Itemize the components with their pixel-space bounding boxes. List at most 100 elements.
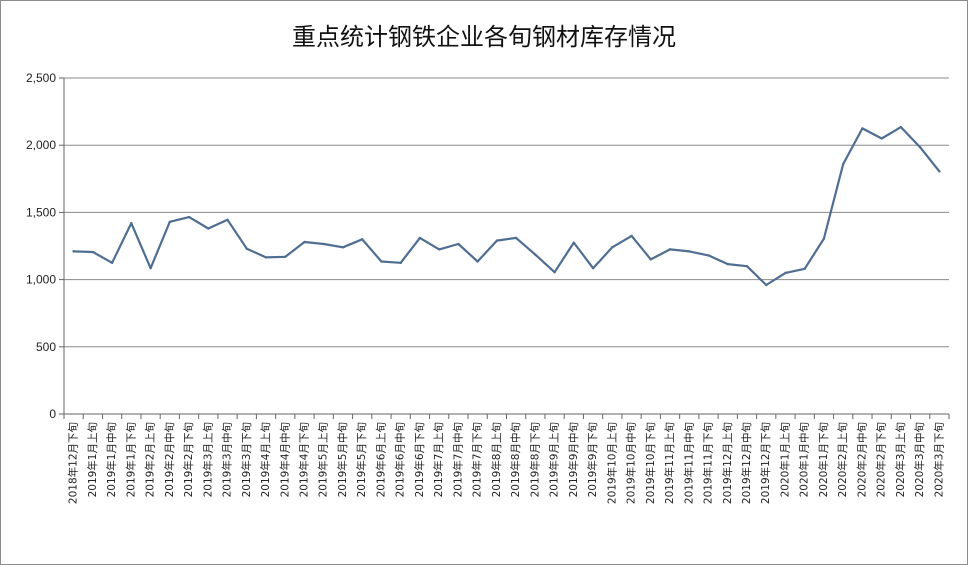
x-tick-label: 2019年12月上旬 — [721, 422, 734, 504]
x-tick-label: 2019年3月中旬 — [221, 422, 234, 497]
x-tick-label: 2019年6月上旬 — [374, 422, 387, 497]
x-tick-label: 2018年12月下旬 — [67, 422, 80, 504]
data-point — [611, 246, 614, 249]
x-tick-label: 2019年1月下旬 — [124, 422, 137, 497]
data-point — [495, 239, 499, 242]
data-point — [784, 271, 787, 275]
data-point — [149, 266, 152, 270]
data-point — [72, 250, 75, 253]
data-point — [303, 240, 306, 244]
y-axis-ticks: 0 500 1,000 1,500 2,000 2,500 — [26, 71, 64, 421]
data-point — [476, 260, 479, 263]
data-point — [207, 227, 210, 230]
x-tick-label: 2020年3月中旬 — [913, 422, 926, 497]
x-axis-ticks: 2018年12月下旬 2019年1月上旬 2019年1月中旬 2019年1月下旬 201… — [63, 414, 950, 504]
x-tick-label: 2020年1月下旬 — [817, 422, 830, 497]
data-point — [726, 262, 729, 266]
data-point — [938, 170, 941, 173]
data-point — [803, 267, 806, 271]
axes — [63, 78, 949, 415]
data-point — [899, 125, 903, 129]
data-point — [168, 220, 172, 224]
x-tick-label: 2019年9月中旬 — [567, 422, 580, 497]
data-point — [361, 238, 364, 241]
x-tick-label: 2019年2月中旬 — [163, 422, 176, 497]
data-point — [688, 250, 691, 253]
x-tick-label: 2019年8月中旬 — [509, 422, 522, 497]
x-tick-label: 2020年1月中旬 — [798, 422, 811, 497]
x-tick-label: 2019年12月下旬 — [759, 422, 772, 504]
x-tick-label: 2019年6月中旬 — [394, 422, 407, 497]
x-tick-label: 2019年5月上旬 — [317, 422, 330, 497]
y-tick-label: 2,000 — [26, 138, 56, 152]
data-point — [630, 234, 633, 238]
x-tick-label: 2019年12月中旬 — [740, 422, 753, 504]
x-tick-label: 2019年3月上旬 — [201, 422, 214, 497]
x-tick-label: 2020年2月下旬 — [875, 422, 888, 497]
y-tick-label: 2,500 — [26, 71, 56, 85]
data-point — [918, 146, 922, 149]
x-tick-label: 2019年9月下旬 — [586, 422, 599, 497]
data-point — [437, 248, 441, 251]
data-point — [668, 248, 672, 251]
series-group — [72, 125, 941, 287]
x-tick-label: 2019年8月上旬 — [490, 422, 503, 497]
data-point — [591, 266, 595, 270]
data-point — [380, 260, 383, 263]
x-tick-label: 2019年7月下旬 — [471, 422, 484, 497]
x-tick-label: 2019年1月上旬 — [86, 422, 99, 497]
data-point — [880, 137, 883, 140]
x-tick-label: 2019年8月下旬 — [528, 422, 541, 497]
data-point — [110, 261, 114, 264]
x-tick-label: 2019年1月中旬 — [105, 422, 118, 497]
x-tick-label: 2019年5月下旬 — [355, 422, 368, 497]
y-tick-label: 500 — [36, 340, 56, 354]
x-tick-label: 2020年3月上旬 — [894, 422, 907, 497]
data-point — [130, 221, 133, 225]
x-tick-label: 2019年10月下旬 — [644, 422, 657, 504]
x-tick-label: 2019年10月上旬 — [605, 422, 618, 504]
x-tick-label: 2020年2月中旬 — [855, 422, 868, 497]
data-point — [572, 241, 576, 244]
x-tick-label: 2019年7月中旬 — [451, 422, 464, 497]
x-tick-label: 2020年3月下旬 — [932, 422, 945, 497]
data-point — [91, 250, 95, 254]
x-tick-label: 2019年4月下旬 — [297, 422, 310, 497]
x-tick-label: 2019年2月上旬 — [144, 422, 157, 497]
data-point — [399, 261, 402, 264]
x-tick-label: 2019年4月中旬 — [278, 422, 291, 497]
data-point — [514, 236, 518, 240]
x-tick-label: 2019年10月中旬 — [625, 422, 638, 504]
x-tick-label: 2019年11月下旬 — [702, 422, 715, 504]
x-tick-label: 2019年5月中旬 — [336, 422, 349, 497]
data-point — [822, 237, 826, 240]
x-tick-label: 2019年2月下旬 — [182, 422, 195, 497]
data-point — [284, 255, 287, 258]
x-tick-label: 2019年3月下旬 — [240, 422, 253, 497]
data-point — [649, 258, 652, 261]
data-point — [341, 246, 345, 249]
x-tick-label: 2020年2月上旬 — [836, 422, 849, 497]
data-point — [418, 236, 422, 240]
chart-title: 重点统计钢铁企业各旬钢材库存情况 — [292, 23, 676, 51]
x-tick-label: 2019年11月中旬 — [682, 422, 695, 504]
y-tick-label: 1,500 — [26, 205, 56, 219]
x-tick-label: 2019年7月上旬 — [432, 422, 445, 497]
data-point — [841, 162, 845, 166]
data-point — [707, 254, 710, 257]
series-line — [72, 125, 941, 287]
data-point — [534, 253, 537, 256]
data-point — [553, 271, 556, 274]
x-tick-label: 2019年11月上旬 — [663, 422, 676, 504]
y-tick-label: 0 — [49, 407, 56, 421]
data-point — [457, 242, 460, 246]
gridlines — [64, 77, 949, 348]
data-point — [745, 264, 749, 268]
data-point — [187, 215, 191, 219]
x-tick-label: 2019年9月上旬 — [548, 422, 561, 497]
data-point — [245, 247, 248, 250]
x-tick-label: 2019年6月下旬 — [413, 422, 426, 497]
data-point — [264, 256, 268, 259]
